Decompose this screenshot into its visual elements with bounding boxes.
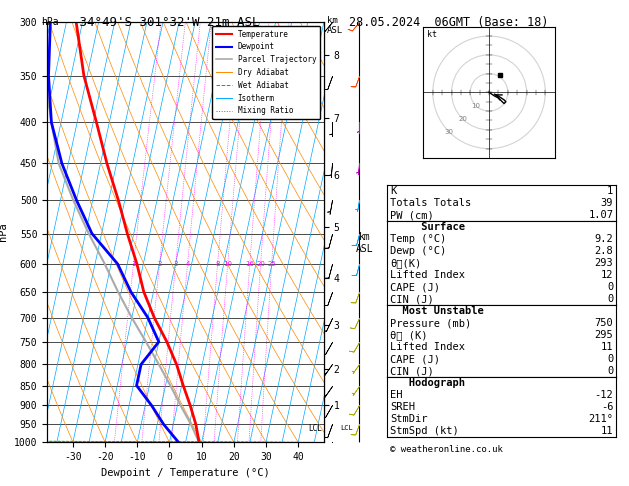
Text: Lifted Index: Lifted Index xyxy=(390,270,465,280)
Text: Most Unstable: Most Unstable xyxy=(390,306,484,316)
Text: 11: 11 xyxy=(601,426,613,436)
Text: LCL: LCL xyxy=(340,425,353,431)
Legend: Temperature, Dewpoint, Parcel Trajectory, Dry Adiabat, Wet Adiabat, Isotherm, Mi: Temperature, Dewpoint, Parcel Trajectory… xyxy=(213,26,320,119)
Text: LCL: LCL xyxy=(308,423,322,433)
Text: Hodograph: Hodograph xyxy=(390,378,465,388)
Text: 16: 16 xyxy=(245,261,254,267)
Text: 293: 293 xyxy=(594,258,613,268)
Text: -12: -12 xyxy=(594,390,613,400)
Text: θᴇ(K): θᴇ(K) xyxy=(390,258,421,268)
Text: StmDir: StmDir xyxy=(390,415,428,424)
Text: 1: 1 xyxy=(131,261,136,267)
Text: 28.05.2024  06GMT (Base: 18): 28.05.2024 06GMT (Base: 18) xyxy=(349,16,548,29)
X-axis label: Dewpoint / Temperature (°C): Dewpoint / Temperature (°C) xyxy=(101,468,270,478)
Text: 25: 25 xyxy=(267,261,276,267)
Text: 10: 10 xyxy=(223,261,232,267)
Text: 0: 0 xyxy=(607,282,613,292)
Text: 211°: 211° xyxy=(588,415,613,424)
Text: 0: 0 xyxy=(607,354,613,364)
Text: © weatheronline.co.uk: © weatheronline.co.uk xyxy=(390,445,503,454)
Text: hPa: hPa xyxy=(41,17,58,27)
Text: Dewp (°C): Dewp (°C) xyxy=(390,246,446,256)
Text: EH: EH xyxy=(390,390,403,400)
Text: 295: 295 xyxy=(594,330,613,340)
Text: 20: 20 xyxy=(458,116,467,122)
Text: 1: 1 xyxy=(607,186,613,196)
Text: kt: kt xyxy=(427,31,437,39)
Text: StmSpd (kt): StmSpd (kt) xyxy=(390,426,459,436)
Text: CAPE (J): CAPE (J) xyxy=(390,282,440,292)
Text: CIN (J): CIN (J) xyxy=(390,366,434,376)
Text: 9.2: 9.2 xyxy=(594,234,613,244)
Text: 2.8: 2.8 xyxy=(594,246,613,256)
Text: Temp (°C): Temp (°C) xyxy=(390,234,446,244)
Text: CAPE (J): CAPE (J) xyxy=(390,354,440,364)
Text: Pressure (mb): Pressure (mb) xyxy=(390,318,471,329)
Text: 39: 39 xyxy=(601,198,613,208)
Text: 1.07: 1.07 xyxy=(588,210,613,220)
Y-axis label: km
ASL: km ASL xyxy=(356,232,374,254)
Text: PW (cm): PW (cm) xyxy=(390,210,434,220)
Text: 20: 20 xyxy=(256,261,265,267)
Text: 30: 30 xyxy=(445,129,454,135)
Text: -6: -6 xyxy=(601,402,613,413)
Text: 11: 11 xyxy=(601,342,613,352)
Text: 8: 8 xyxy=(215,261,220,267)
Text: km
ASL: km ASL xyxy=(327,16,343,35)
Text: SREH: SREH xyxy=(390,402,415,413)
Text: 0: 0 xyxy=(607,294,613,304)
Text: K: K xyxy=(390,186,396,196)
Text: θᴇ (K): θᴇ (K) xyxy=(390,330,428,340)
Text: 750: 750 xyxy=(594,318,613,329)
Text: CIN (J): CIN (J) xyxy=(390,294,434,304)
Text: 2: 2 xyxy=(157,261,162,267)
Text: 10: 10 xyxy=(471,103,481,108)
Text: Lifted Index: Lifted Index xyxy=(390,342,465,352)
Y-axis label: hPa: hPa xyxy=(0,223,8,242)
Text: 4: 4 xyxy=(186,261,190,267)
Text: 3: 3 xyxy=(174,261,178,267)
Text: -34°49'S 301°32'W 21m ASL: -34°49'S 301°32'W 21m ASL xyxy=(72,16,260,29)
Text: 12: 12 xyxy=(601,270,613,280)
Text: Totals Totals: Totals Totals xyxy=(390,198,471,208)
Text: Surface: Surface xyxy=(390,222,465,232)
Text: 0: 0 xyxy=(607,366,613,376)
